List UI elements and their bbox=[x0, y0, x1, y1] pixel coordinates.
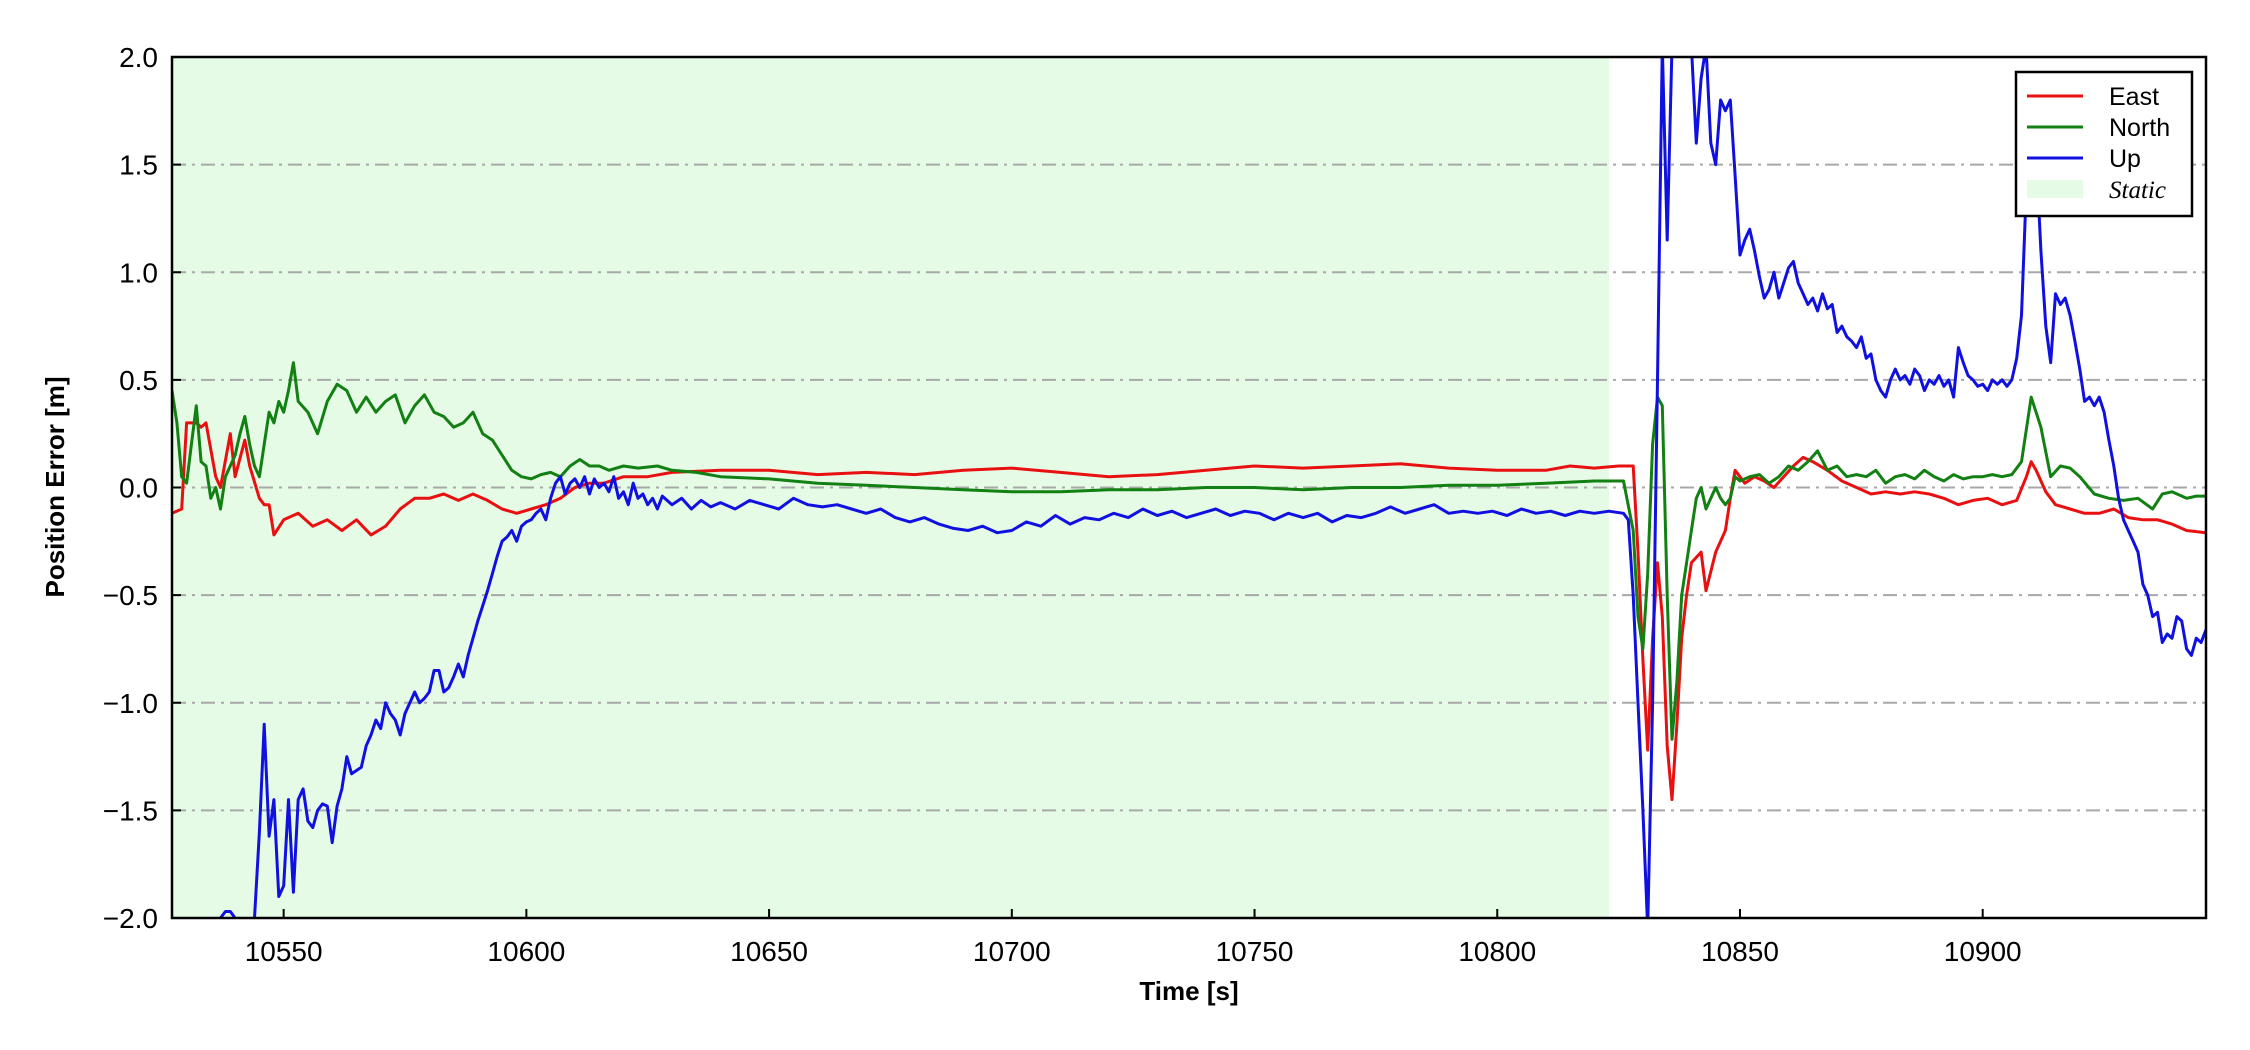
series-line-up bbox=[219, 57, 2206, 918]
x-tick-label: 10700 bbox=[973, 936, 1051, 967]
x-tick-label: 10900 bbox=[1944, 936, 2022, 967]
y-tick-label: 1.0 bbox=[119, 257, 158, 288]
y-tick-label: −1.5 bbox=[103, 795, 158, 826]
x-tick-label: 10850 bbox=[1701, 936, 1779, 967]
x-tick-label: 10600 bbox=[487, 936, 565, 967]
x-tick-label: 10750 bbox=[1216, 936, 1294, 967]
legend-swatch-static bbox=[2027, 180, 2083, 198]
y-tick-label: 0.5 bbox=[119, 365, 158, 396]
y-tick-label: −1.0 bbox=[103, 688, 158, 719]
legend-label-static: Static bbox=[2109, 177, 2166, 204]
x-tick-label: 10550 bbox=[245, 936, 323, 967]
series-line-north bbox=[172, 361, 2206, 741]
y-tick-label: −0.5 bbox=[103, 580, 158, 611]
y-axis-title: Position Error [m] bbox=[40, 376, 70, 597]
series-line-east bbox=[172, 421, 2206, 802]
legend-label-north: North bbox=[2109, 114, 2170, 142]
x-tick-label: 10800 bbox=[1458, 936, 1536, 967]
y-tick-label: 1.5 bbox=[119, 150, 158, 181]
legend-label-east: East bbox=[2109, 83, 2159, 111]
y-tick-label: 0.0 bbox=[119, 473, 158, 504]
legend: East North Up Static bbox=[2014, 70, 2194, 218]
y-tick-label: −2.0 bbox=[103, 903, 158, 934]
x-axis-title: Time [s] bbox=[1139, 976, 1238, 1006]
x-tick-label: 10650 bbox=[730, 936, 808, 967]
y-tick-label: 2.0 bbox=[119, 42, 158, 73]
legend-label-up: Up bbox=[2109, 145, 2141, 173]
